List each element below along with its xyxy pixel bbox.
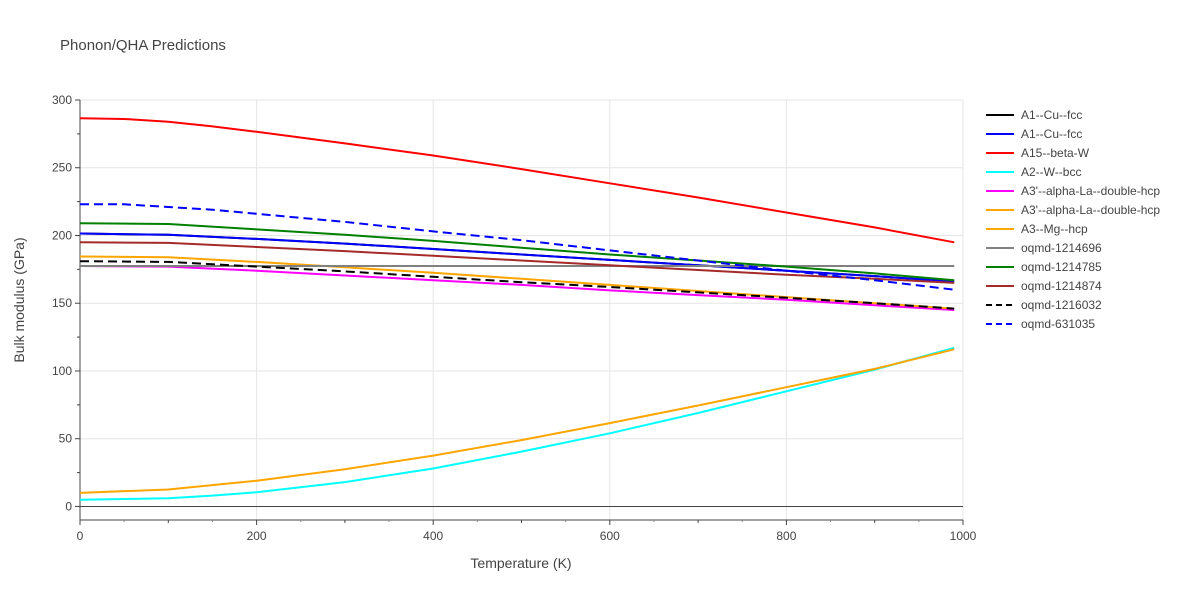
- legend-label: A3'--alpha-La--double-hcp: [1021, 203, 1160, 217]
- series-line-4: [79, 346, 955, 501]
- y-axis-title: Bulk modulus (GPa): [11, 237, 27, 362]
- x-tick-label: 200: [247, 529, 267, 543]
- legend-item[interactable]: oqmd-1214785: [986, 260, 1102, 274]
- x-tick-label: 1000: [950, 529, 977, 543]
- y-tick-label: 300: [52, 93, 72, 107]
- y-tick-label: 0: [65, 499, 72, 513]
- legend-label: oqmd-1214785: [1021, 260, 1102, 274]
- x-tick-label: 0: [77, 529, 84, 543]
- grid: [80, 99, 964, 520]
- legend-label: A1--Cu--fcc: [1021, 127, 1082, 141]
- series-line-12: [80, 203, 955, 291]
- y-tick-label: 250: [52, 161, 72, 175]
- legend-label: oqmd-631035: [1021, 317, 1095, 331]
- series-line-3: [79, 117, 955, 244]
- plot-area: [79, 117, 955, 501]
- y-tick-label: 100: [52, 364, 72, 378]
- series-line-2: [79, 232, 955, 283]
- legend-item[interactable]: A15--beta-W: [986, 146, 1090, 160]
- zero-line: [79, 100, 963, 521]
- y-axis-ticks: 0 50 100 150 200 250 300: [52, 93, 80, 513]
- series-line-11: [79, 260, 955, 310]
- legend-label: oqmd-1216032: [1021, 298, 1102, 312]
- legend-item[interactable]: oqmd-1214696: [986, 241, 1102, 255]
- legend-label: A1--Cu--fcc: [1021, 108, 1082, 122]
- legend-item[interactable]: oqmd-631035: [986, 317, 1095, 331]
- y-tick-label: 150: [52, 296, 72, 310]
- legend-label: A15--beta-W: [1021, 146, 1090, 160]
- legend-label: oqmd-1214874: [1021, 279, 1102, 293]
- legend-item[interactable]: A3'--alpha-La--double-hcp: [986, 184, 1160, 198]
- series-line-9: [79, 222, 955, 282]
- legend-item[interactable]: oqmd-1214874: [986, 279, 1102, 293]
- x-axis-title: Temperature (K): [470, 555, 571, 571]
- legend-label: oqmd-1214696: [1021, 241, 1102, 255]
- legend-item[interactable]: A1--Cu--fcc: [986, 127, 1082, 141]
- legend-item[interactable]: A1--Cu--fcc: [986, 108, 1082, 122]
- y-tick-label: 50: [59, 432, 73, 446]
- series-line-6: [79, 348, 955, 494]
- x-tick-label: 400: [423, 529, 443, 543]
- series-line-5: [79, 265, 955, 311]
- legend-item[interactable]: A2--W--bcc: [986, 165, 1081, 179]
- x-tick-label: 800: [776, 529, 796, 543]
- legend-label: A3--Mg--hcp: [1021, 222, 1088, 236]
- chart-title: Phonon/QHA Predictions: [60, 37, 226, 54]
- series-line-10: [79, 241, 955, 284]
- legend-label: A2--W--bcc: [1021, 165, 1081, 179]
- x-tick-label: 600: [600, 529, 620, 543]
- legend-item[interactable]: oqmd-1216032: [986, 298, 1102, 312]
- y-tick-label: 200: [52, 228, 72, 242]
- legend-item[interactable]: A3'--alpha-La--double-hcp: [986, 203, 1160, 217]
- legend-label: A3'--alpha-La--double-hcp: [1021, 184, 1160, 198]
- legend[interactable]: A1--Cu--fcc A1--Cu--fcc A15--beta-W A2--W--…: [986, 108, 1160, 331]
- x-axis-ticks: 0 200 400 600 800 1000: [77, 520, 977, 543]
- legend-item[interactable]: A3--Mg--hcp: [986, 222, 1088, 236]
